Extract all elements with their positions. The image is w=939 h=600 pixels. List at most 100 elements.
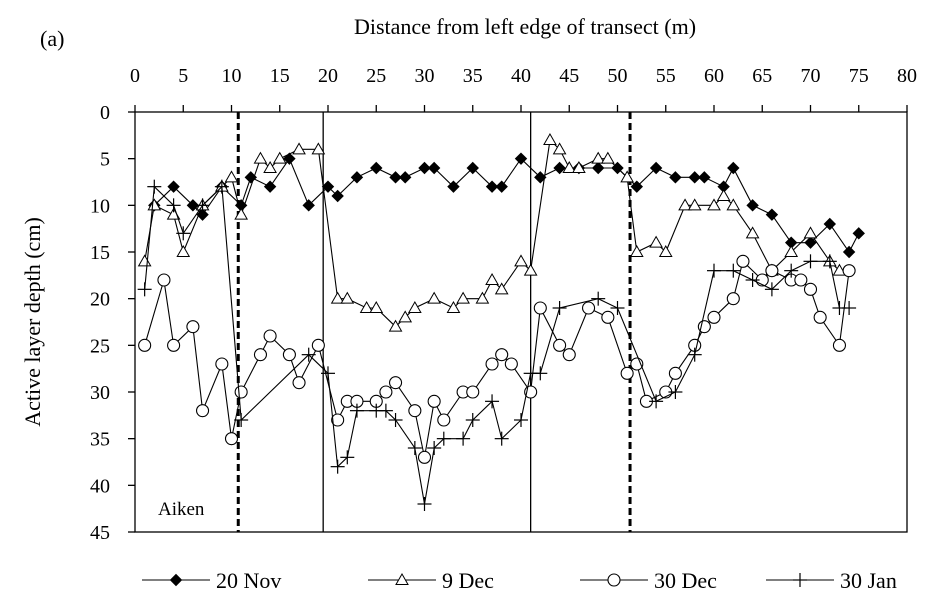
data-point-plus xyxy=(745,273,760,287)
data-point-circle xyxy=(832,338,847,352)
data-point-triangle xyxy=(543,132,557,145)
x-tick-label: 5 xyxy=(178,65,188,87)
data-point-triangle xyxy=(253,151,268,164)
data-point-circle xyxy=(311,338,325,352)
data-point-plus xyxy=(533,366,548,381)
x-tick-label: 80 xyxy=(897,65,917,87)
x-tick-label: 25 xyxy=(366,65,386,87)
data-point-plus xyxy=(330,459,345,474)
data-point-plus xyxy=(388,413,403,427)
data-point-diamond xyxy=(495,180,508,193)
data-point-circle xyxy=(234,385,248,399)
axes: 0 5 10 15 20 25 30 35 40 45 50 55 60 65 70 75 80 0 5 10 15 20… xyxy=(90,65,917,544)
y-tick-label: 0 xyxy=(100,102,110,124)
data-point-plus xyxy=(378,403,393,418)
data-point-triangle xyxy=(784,244,799,257)
data-point-diamond xyxy=(765,208,779,221)
data-point-diamond xyxy=(321,180,335,193)
data-point-circle xyxy=(196,404,210,418)
y-axis-title: Active layer depth (cm) xyxy=(20,217,45,427)
legend-label: 20 Nov xyxy=(216,568,281,593)
data-point-plus xyxy=(514,413,528,427)
data-point-diamond xyxy=(842,245,856,259)
data-point-triangle xyxy=(292,142,306,155)
data-point-triangle xyxy=(485,272,499,285)
data-point-circle xyxy=(408,404,422,418)
data-point-plus xyxy=(485,394,500,409)
data-point-triangle xyxy=(176,244,191,257)
x-axis-title: Distance from left edge of transect (m) xyxy=(354,14,696,39)
data-point-triangle xyxy=(147,198,162,211)
x-tick-label: 0 xyxy=(130,65,140,87)
data-point-circle xyxy=(282,348,296,362)
data-point-triangle xyxy=(234,207,249,220)
data-point-circle xyxy=(504,357,518,371)
x-tick-label: 70 xyxy=(801,65,821,87)
data-point-diamond xyxy=(669,171,682,184)
data-point-diamond xyxy=(418,161,431,175)
y-tick-label: 25 xyxy=(90,335,110,357)
series-30-dec xyxy=(138,254,856,464)
data-point-plus xyxy=(668,385,683,399)
data-point-plus xyxy=(494,431,509,446)
data-point-triangle xyxy=(726,198,741,211)
legend-label: 30 Jan xyxy=(840,568,897,593)
data-point-circle xyxy=(607,573,621,587)
y-tick-label: 35 xyxy=(90,429,110,451)
data-point-triangle xyxy=(649,235,663,248)
data-point-triangle xyxy=(330,291,345,304)
data-point-plus xyxy=(166,198,181,213)
series-layer xyxy=(137,132,865,511)
data-point-triangle xyxy=(678,198,692,211)
data-point-plus xyxy=(195,198,210,213)
data-point-diamond xyxy=(485,180,499,193)
data-point-triangle xyxy=(591,151,606,164)
data-point-triangle xyxy=(272,151,287,164)
data-point-plus xyxy=(417,497,432,511)
data-point-diamond xyxy=(398,171,412,184)
x-tick-label: 75 xyxy=(849,65,869,87)
data-point-diamond xyxy=(698,171,711,184)
data-point-circle xyxy=(215,357,229,371)
data-point-plus xyxy=(349,403,364,418)
data-point-triangle xyxy=(407,300,422,313)
series-9-dec xyxy=(137,132,847,332)
data-point-diamond xyxy=(186,199,200,212)
series-20-nov xyxy=(148,152,865,259)
data-point-triangle xyxy=(620,170,635,183)
data-point-plus xyxy=(764,282,779,297)
data-point-circle xyxy=(668,366,682,380)
data-point-diamond xyxy=(804,236,817,249)
data-point-plus xyxy=(842,301,857,315)
data-point-triangle xyxy=(572,160,586,173)
data-point-triangle xyxy=(137,254,152,267)
data-point-triangle xyxy=(562,160,577,173)
data-point-diamond xyxy=(688,171,701,184)
data-point-circle xyxy=(601,310,615,324)
data-point-circle xyxy=(803,282,818,296)
data-point-circle xyxy=(466,385,480,399)
data-point-circle xyxy=(379,385,393,399)
data-point-plus xyxy=(176,226,191,241)
data-point-circle xyxy=(533,301,547,315)
y-tick-label: 30 xyxy=(90,382,110,404)
data-point-plus xyxy=(803,254,818,269)
data-point-diamond xyxy=(514,152,528,165)
x-tick-label: 20 xyxy=(318,65,338,87)
data-point-diamond xyxy=(447,180,460,193)
data-point-triangle xyxy=(745,226,760,239)
data-point-circle xyxy=(813,310,827,324)
y-tick-label: 45 xyxy=(90,522,110,544)
data-point-triangle xyxy=(340,291,355,304)
data-point-diamond xyxy=(727,161,740,175)
data-point-plus xyxy=(784,263,799,278)
data-point-circle xyxy=(562,348,576,362)
x-tick-label: 35 xyxy=(463,65,483,87)
data-point-circle xyxy=(842,264,856,278)
data-point-triangle xyxy=(716,188,731,201)
data-point-plus xyxy=(321,366,335,381)
legend-item: 30 Dec xyxy=(580,568,717,593)
data-point-triangle xyxy=(514,254,528,267)
data-point-triangle xyxy=(427,291,442,304)
data-point-circle xyxy=(581,301,596,315)
